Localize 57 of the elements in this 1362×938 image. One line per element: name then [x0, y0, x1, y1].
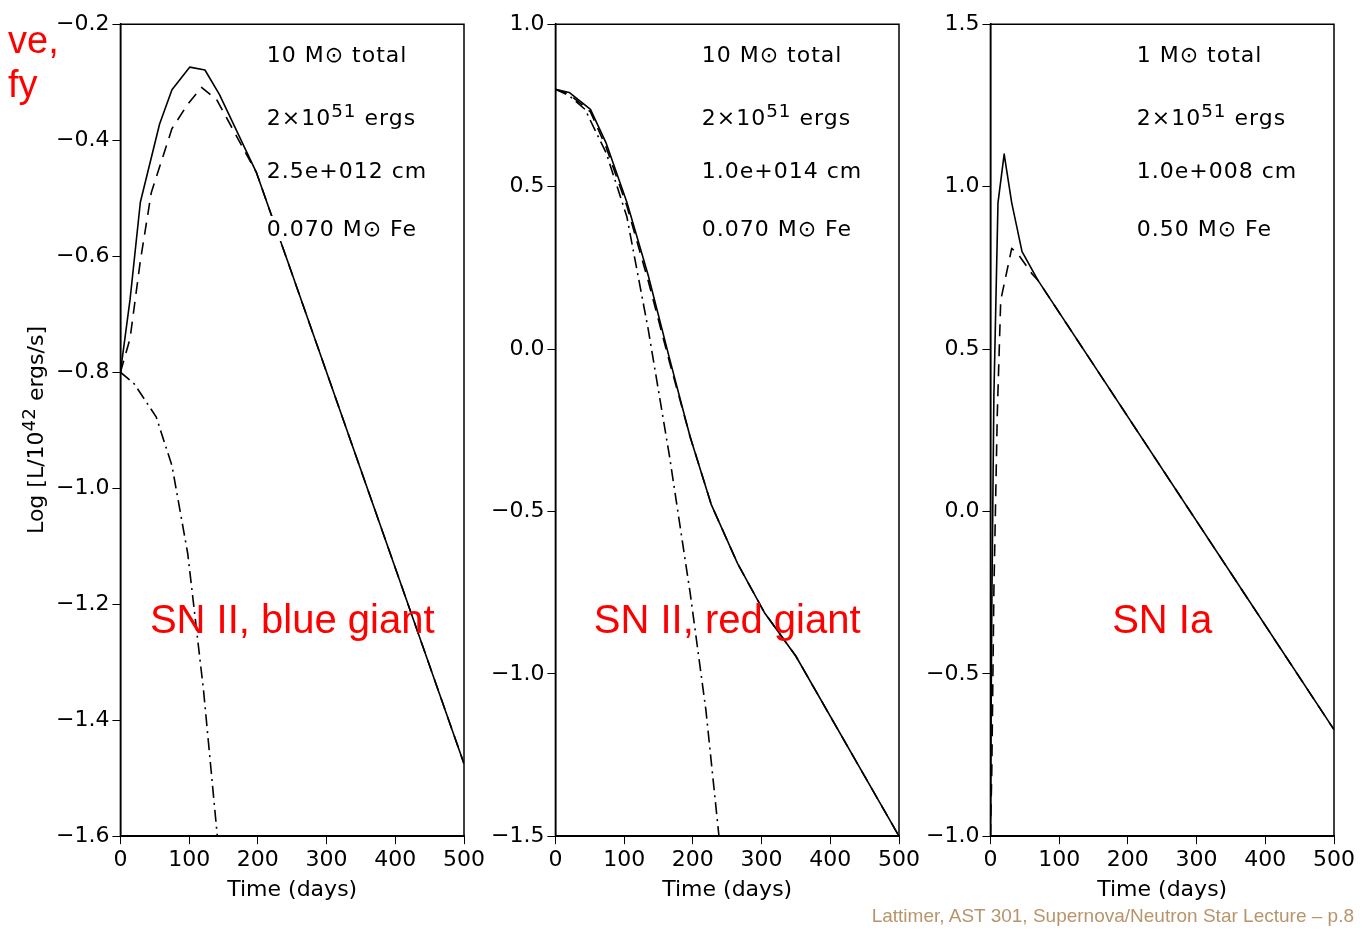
x-tick-label: 500: [443, 846, 485, 872]
x-tick-label: 100: [1038, 846, 1081, 872]
y-tick-label: −0.4: [56, 125, 110, 151]
y-tick-label: −1.4: [56, 705, 110, 731]
x-tick-label: 500: [878, 846, 920, 872]
annotation: 0.070 M⊙ Fe: [264, 216, 420, 242]
y-tick-label: 0.5: [509, 172, 545, 198]
y-tick-label: −0.2: [56, 9, 110, 35]
text: SN II, red giant: [593, 596, 861, 642]
y-tick-label: −1.2: [56, 589, 110, 615]
y-tick-label: 0.5: [944, 334, 980, 360]
x-tick-label: 300: [740, 846, 783, 872]
y-tick-label: −1.5: [491, 821, 545, 847]
annotation: 1 M⊙ total: [1134, 42, 1265, 68]
x-tick-label: 0: [548, 846, 563, 872]
text: SN Ia: [1112, 596, 1213, 642]
annotation: 2×10$^{51}$ ergs: [699, 100, 854, 131]
y-tick-label: −0.8: [56, 357, 110, 383]
y-tick-label: 1.0: [509, 9, 545, 35]
x-tick-label: 200: [671, 846, 714, 872]
x-tick-label: 400: [809, 846, 852, 872]
x-tick-label: 100: [603, 846, 646, 872]
x-tick-label: 500: [1313, 846, 1355, 872]
annotation: 10 M⊙ total: [264, 42, 410, 68]
y-tick-label: −1.0: [926, 821, 980, 847]
x-axis-title: Time (days): [226, 875, 358, 901]
x-tick-label: 0: [113, 846, 128, 872]
annotation: 2.5e+012 cm: [264, 158, 430, 184]
x-tick-label: 100: [168, 846, 211, 872]
x-tick-label: 200: [236, 846, 279, 872]
y-tick-label: 0.0: [944, 497, 980, 523]
x-tick-label: 300: [305, 846, 348, 872]
x-tick-label: 0: [983, 846, 998, 872]
x-tick-label: 200: [1106, 846, 1149, 872]
annotation: 0.070 M⊙ Fe: [699, 216, 855, 242]
y-tick-label: −1.6: [56, 821, 110, 847]
y-tick-label: −0.6: [56, 241, 110, 267]
y-tick-label: −1.0: [491, 659, 545, 685]
y-tick-label: −0.5: [926, 659, 980, 685]
x-axis-title: Time (days): [661, 875, 793, 901]
x-tick-label: 300: [1175, 846, 1218, 872]
text: Lattimer, AST 301, Supernova/Neutron Star Lecture – p.8: [871, 905, 1354, 927]
y-tick-label: −1.0: [56, 473, 110, 499]
x-tick-label: 400: [374, 846, 417, 872]
x-axis-title: Time (days): [1096, 875, 1228, 901]
chart-subtitle: ve, fy: [8, 19, 59, 106]
annotation: 1.0e+014 cm: [699, 158, 865, 184]
x-tick-label: 400: [1244, 846, 1287, 872]
y-tick-label: 1.0: [944, 172, 980, 198]
annotation: 2×10$^{51}$ ergs: [264, 100, 419, 131]
annotation: 2×10$^{51}$ ergs: [1134, 100, 1289, 131]
annotation: 1.0e+008 cm: [1134, 158, 1300, 184]
y-tick-label: −0.5: [491, 497, 545, 523]
annotation: 10 M⊙ total: [699, 42, 845, 68]
annotation: 0.50 M⊙ Fe: [1134, 216, 1275, 242]
y-tick-label: 1.5: [944, 9, 980, 35]
y-tick-label: 0.0: [509, 334, 545, 360]
